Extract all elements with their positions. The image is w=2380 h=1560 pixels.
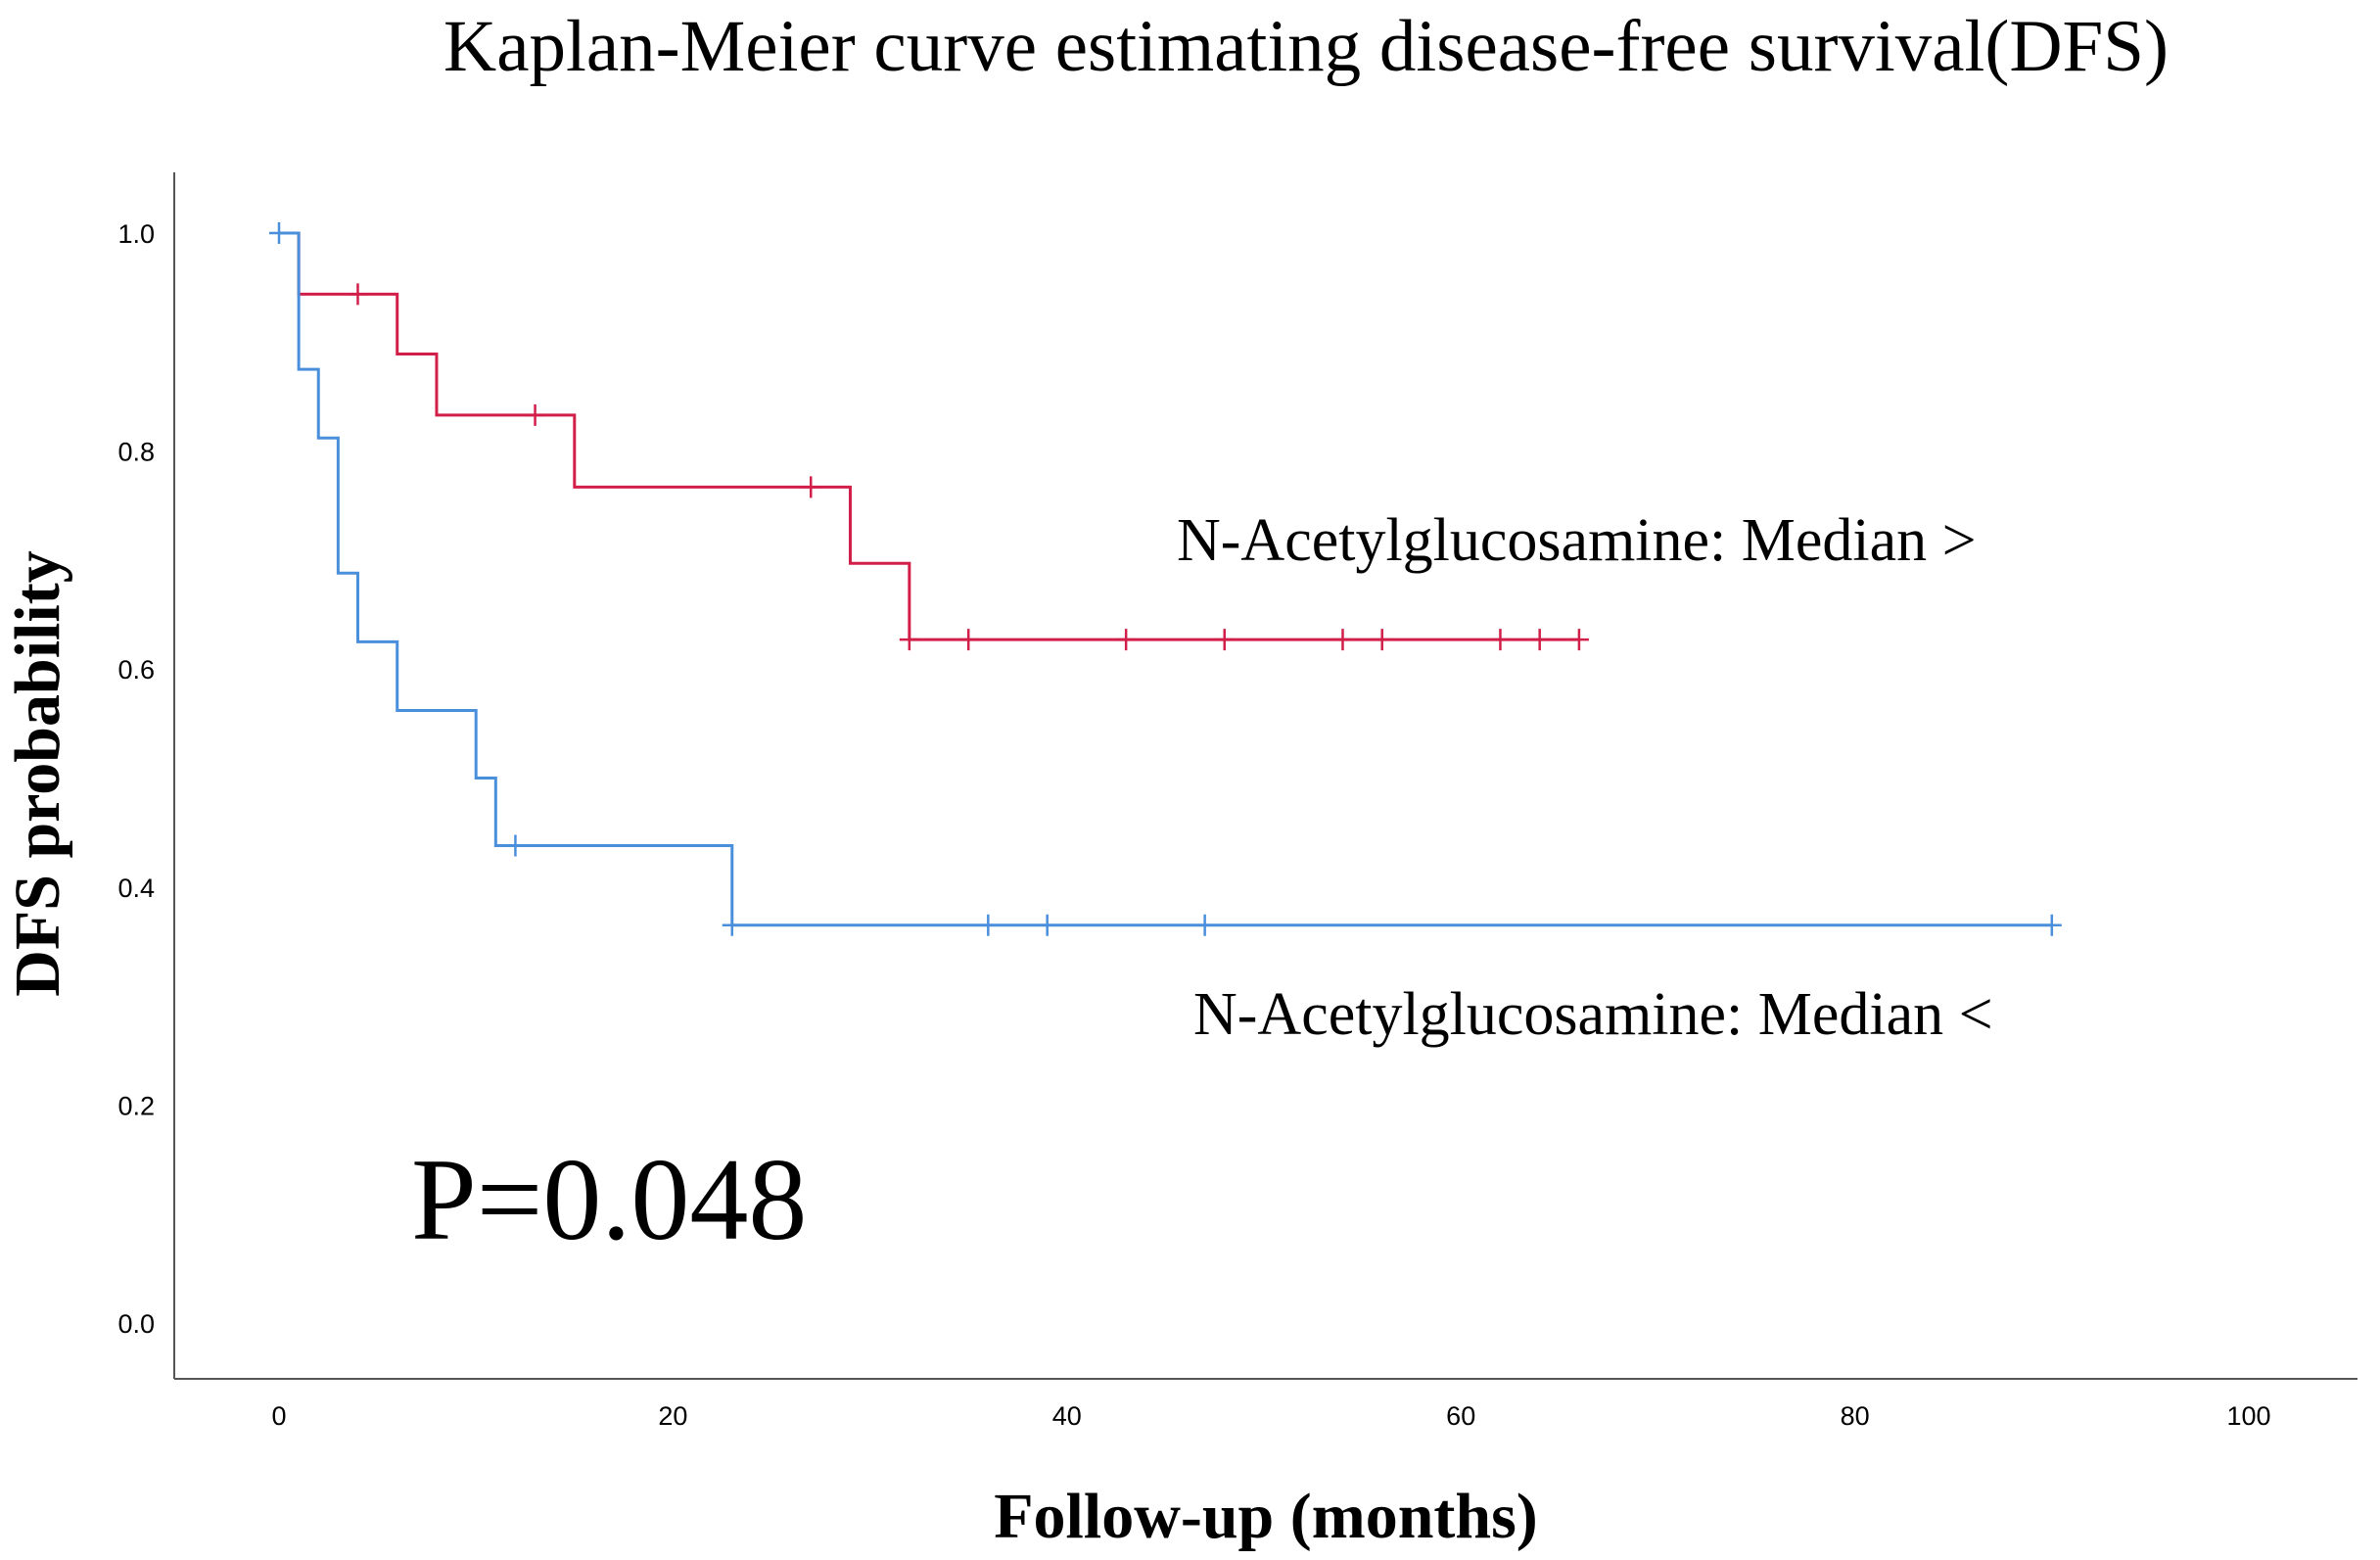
censor-mark xyxy=(958,629,979,651)
x-axis-label: Follow-up (months) xyxy=(994,1481,1538,1552)
x-tick-label: 80 xyxy=(1841,1401,1870,1431)
censor-mark xyxy=(1568,629,1589,651)
y-tick-label: 0.8 xyxy=(117,438,155,467)
y-tick-label: 0.6 xyxy=(117,655,155,685)
x-tick-label: 0 xyxy=(271,1401,286,1431)
y-tick-label: 0.2 xyxy=(117,1091,155,1120)
x-tick-label: 40 xyxy=(1052,1401,1082,1431)
censor-mark xyxy=(348,283,368,306)
axes xyxy=(173,172,2357,1380)
x-tick-label: 20 xyxy=(658,1401,687,1431)
censor-mark xyxy=(1037,914,1057,936)
censor-mark xyxy=(1194,914,1215,936)
censor-mark xyxy=(1214,629,1235,651)
censor-mark xyxy=(1372,629,1392,651)
censor-mark xyxy=(899,629,919,651)
axis-ticks: 0 20 40 60 80 100 0.0 0.2 0.4 0.6 0.8 1.0 xyxy=(117,219,2270,1431)
survival-curve-series-1 xyxy=(279,231,1579,641)
censor-mark xyxy=(1490,629,1511,651)
x-tick-label: 100 xyxy=(2226,1401,2270,1431)
y-tick-label: 1.0 xyxy=(117,219,155,249)
legend-label-median-above: N-Acetylglucosamine: Median > xyxy=(1177,507,1977,574)
chart-title: Kaplan-Meier curve estimating disease-fr… xyxy=(443,6,2169,87)
x-tick-label: 60 xyxy=(1446,1401,1475,1431)
y-tick-label: 0.0 xyxy=(117,1309,155,1339)
p-value-annotation: P=0.048 xyxy=(411,1134,807,1264)
censor-mark xyxy=(2041,914,2062,936)
censor-mark xyxy=(1116,629,1137,651)
survival-curve-series-2 xyxy=(279,231,2052,927)
y-axis-label: DFS probability xyxy=(2,550,73,996)
censor-mark xyxy=(978,914,999,936)
censor-mark xyxy=(269,222,289,244)
censor-mark xyxy=(722,914,742,936)
censor-mark xyxy=(801,476,821,498)
legend-label-median-below: N-Acetylglucosamine: Median < xyxy=(1193,981,1993,1048)
y-tick-label: 0.4 xyxy=(117,874,155,903)
survival-curves xyxy=(269,222,2062,936)
censor-mark xyxy=(505,834,526,857)
censor-mark xyxy=(1332,629,1353,651)
censor-mark xyxy=(1529,629,1550,651)
censor-mark xyxy=(525,403,545,426)
